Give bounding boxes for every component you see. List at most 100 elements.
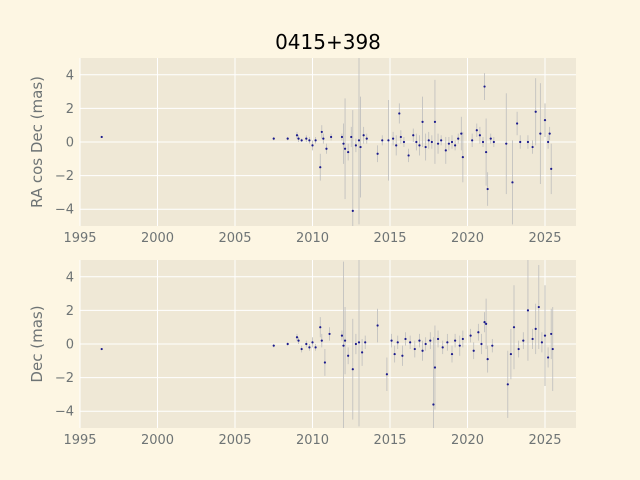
data-point bbox=[305, 137, 308, 140]
data-point bbox=[393, 352, 396, 356]
data-point bbox=[450, 140, 454, 144]
data-point bbox=[469, 334, 472, 337]
data-point bbox=[454, 339, 457, 342]
data-point bbox=[550, 167, 553, 170]
data-point bbox=[351, 209, 354, 212]
data-point bbox=[361, 351, 364, 354]
data-point bbox=[522, 339, 525, 342]
data-point bbox=[322, 137, 325, 140]
data-point bbox=[323, 361, 326, 364]
data-point bbox=[433, 366, 437, 369]
x-tick-label: 2010 bbox=[296, 433, 329, 448]
data-point bbox=[340, 334, 344, 337]
x-tick-label: 1995 bbox=[63, 433, 96, 448]
data-series bbox=[100, 260, 554, 428]
y-axis-label: Dec (mas) bbox=[28, 305, 46, 382]
data-point bbox=[472, 349, 475, 352]
data-point bbox=[436, 142, 440, 145]
data-point bbox=[475, 129, 478, 132]
data-point bbox=[418, 144, 421, 147]
data-point bbox=[387, 139, 390, 142]
data-point bbox=[354, 144, 357, 147]
data-point bbox=[483, 321, 486, 324]
data-point bbox=[404, 337, 407, 341]
data-point bbox=[421, 349, 424, 352]
data-point bbox=[412, 134, 415, 137]
data-point bbox=[512, 326, 516, 329]
data-point bbox=[457, 137, 460, 140]
data-point bbox=[489, 137, 492, 140]
ra-panel: 1995 2000 2005 2010 2015 2020 2025 −4 −2 0 2 4 RA co… bbox=[28, 58, 576, 246]
data-point bbox=[547, 140, 550, 144]
data-point bbox=[308, 346, 311, 349]
data-point bbox=[543, 334, 547, 337]
data-point bbox=[548, 132, 551, 135]
data-point bbox=[342, 344, 345, 347]
data-point bbox=[320, 339, 323, 342]
data-point bbox=[534, 327, 537, 330]
x-tick-label: 2025 bbox=[528, 433, 561, 448]
data-point bbox=[483, 85, 486, 88]
data-point bbox=[319, 166, 322, 169]
y-tick-label: 0 bbox=[66, 338, 74, 353]
data-point bbox=[436, 337, 440, 341]
data-point bbox=[424, 145, 427, 149]
data-point bbox=[491, 344, 494, 347]
x-tick-label: 2005 bbox=[218, 433, 251, 448]
y-axis-label: RA cos Dec (mas) bbox=[28, 76, 46, 208]
data-point bbox=[305, 342, 308, 346]
data-point bbox=[401, 354, 404, 357]
x-tick-label: 1995 bbox=[63, 231, 96, 246]
data-point bbox=[550, 332, 553, 336]
data-point bbox=[297, 137, 300, 140]
x-tick-label: 2025 bbox=[528, 231, 561, 246]
data-point bbox=[454, 144, 457, 147]
data-point bbox=[340, 135, 344, 139]
data-point bbox=[300, 139, 303, 142]
data-point bbox=[430, 140, 433, 144]
data-point bbox=[440, 139, 443, 142]
data-point bbox=[519, 140, 522, 144]
data-point bbox=[478, 134, 481, 137]
data-point bbox=[328, 332, 331, 336]
data-point bbox=[100, 135, 103, 139]
data-point bbox=[531, 337, 534, 341]
data-point bbox=[407, 154, 410, 157]
y-tick-label: 4 bbox=[66, 68, 74, 83]
data-point bbox=[481, 140, 485, 144]
data-point bbox=[540, 341, 544, 344]
data-point bbox=[427, 139, 430, 142]
data-point bbox=[272, 137, 275, 140]
data-point bbox=[471, 139, 474, 142]
data-point bbox=[362, 134, 365, 137]
data-point bbox=[295, 134, 299, 137]
data-point bbox=[320, 130, 323, 134]
data-point bbox=[381, 139, 384, 142]
data-point bbox=[409, 341, 412, 344]
data-point bbox=[534, 110, 537, 113]
data-point bbox=[444, 149, 447, 152]
data-point bbox=[450, 352, 454, 356]
data-point bbox=[347, 150, 350, 154]
data-point bbox=[395, 144, 398, 147]
data-point bbox=[516, 122, 519, 125]
data-point bbox=[486, 358, 489, 361]
data-point bbox=[359, 145, 362, 149]
data-point bbox=[424, 342, 427, 346]
data-point bbox=[461, 337, 464, 341]
chart-title: 0415+398 bbox=[275, 30, 381, 54]
data-point bbox=[300, 347, 303, 351]
x-tick-label: 2015 bbox=[373, 231, 406, 246]
data-point bbox=[396, 341, 399, 344]
data-point bbox=[480, 342, 483, 346]
dec-panel: 1995 2000 2005 2010 2015 2020 2025 −4 −2 0 2 4 Dec (… bbox=[28, 260, 576, 448]
y-tick-label: 2 bbox=[66, 304, 74, 319]
data-point bbox=[429, 339, 432, 342]
data-point bbox=[421, 120, 424, 123]
data-point bbox=[477, 331, 480, 334]
data-point bbox=[486, 187, 489, 191]
data-point bbox=[446, 341, 449, 344]
x-tick-label: 2010 bbox=[296, 231, 329, 246]
data-point bbox=[539, 132, 542, 135]
